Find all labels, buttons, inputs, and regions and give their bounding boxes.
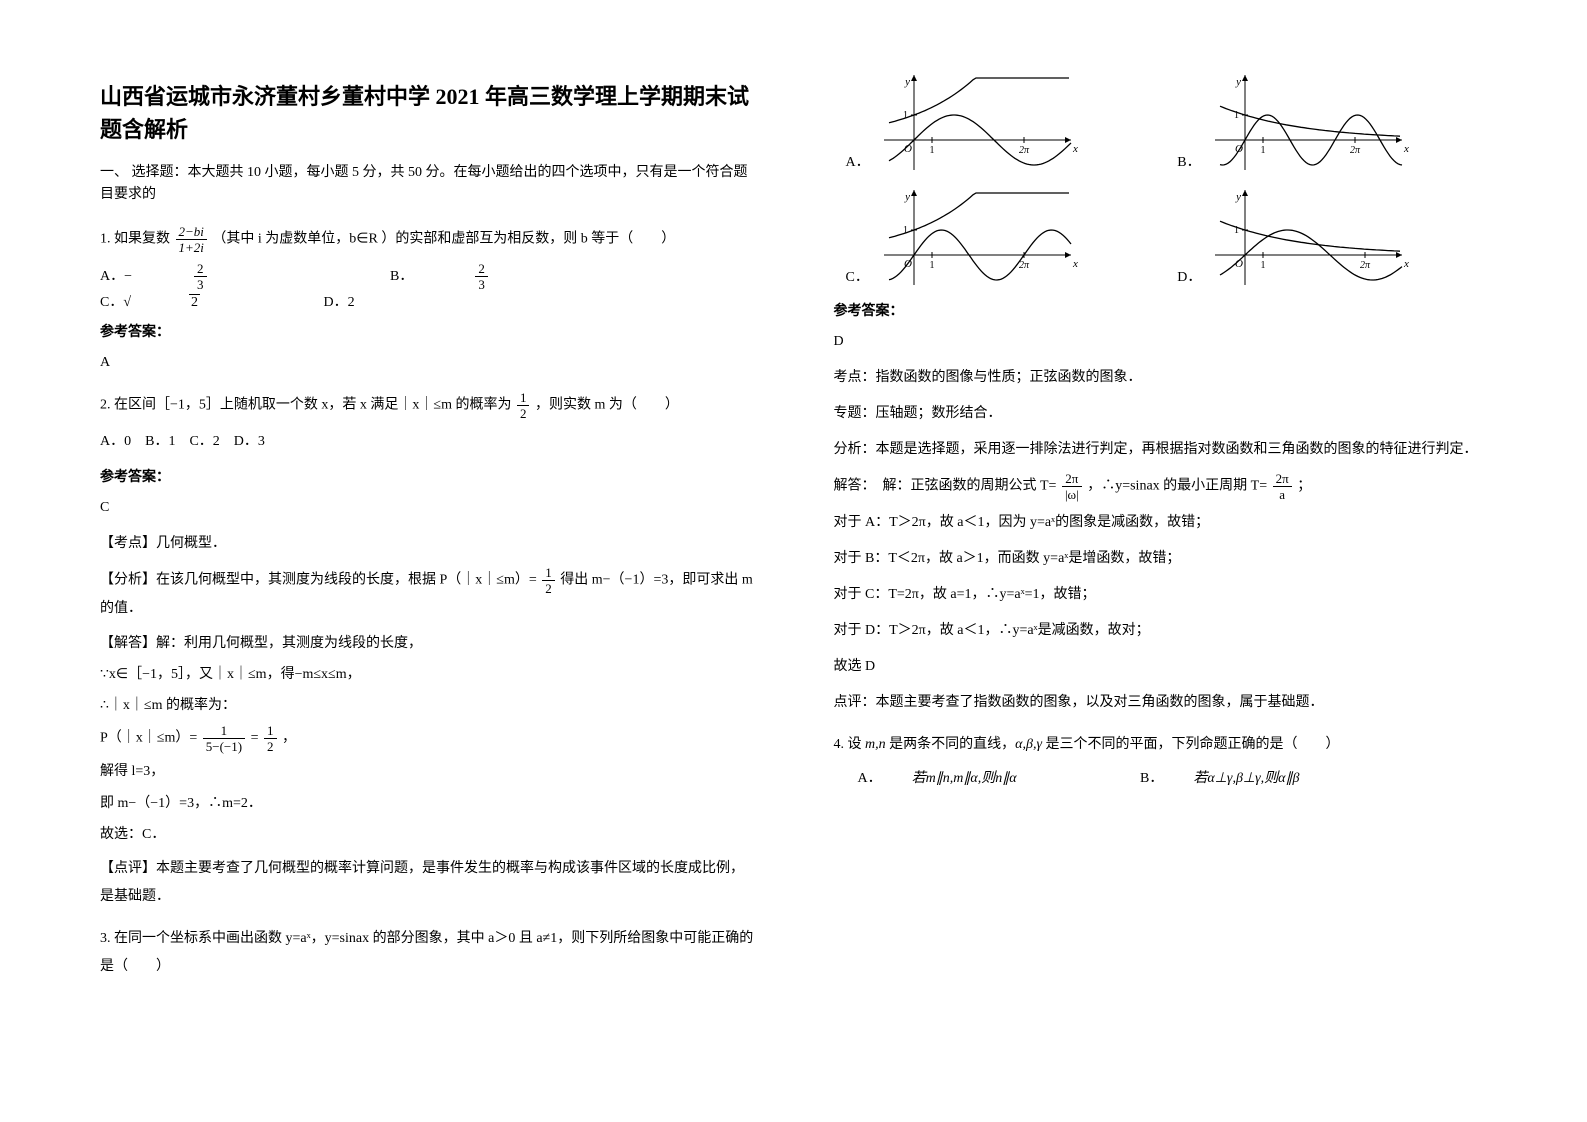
graph-d-svg: yxO112π <box>1205 185 1410 290</box>
svg-text:x: x <box>1403 258 1409 270</box>
svg-text:y: y <box>904 76 910 88</box>
graph-d-label: D． <box>1177 266 1201 286</box>
graph-a: A． yxO112π <box>874 70 1176 175</box>
q2-jd1: 【解答】解：利用几何概型，其测度为线段的长度， <box>100 631 754 656</box>
svg-text:x: x <box>1403 143 1409 155</box>
q3-answer-label: 参考答案： <box>834 300 1508 320</box>
q2-stem-b: ，则实数 m 为（ ） <box>535 398 679 413</box>
q3-dianping: 点评：本题主要考查了指数函数的图象，以及对三角函数的图象，属于基础题． <box>834 689 1508 717</box>
q3-graphs: A． yxO112π B． yxO112π C． yxO112π D． yxO1… <box>874 70 1508 290</box>
right-column: A． yxO112π B． yxO112π C． yxO112π D． yxO1… <box>794 0 1587 1122</box>
question-4: 4. 设 m,n 是两条不同的直线，α,β,γ 是三个不同的平面，下列命题正确的… <box>834 731 1508 759</box>
left-column: 山西省运城市永济董村乡董村中学 2021 年高三数学理上学期期末试题含解析 一、… <box>0 0 794 1122</box>
svg-text:y: y <box>904 191 910 203</box>
svg-text:1: 1 <box>903 110 908 121</box>
q1-fraction: 2−bi 1+2i <box>176 225 207 254</box>
q1-option-c: C．√2 <box>100 291 260 311</box>
document-title: 山西省运城市永济董村乡董村中学 2021 年高三数学理上学期期末试题含解析 <box>100 80 754 146</box>
q3-zhuanti: 专题：压轴题；数形结合． <box>834 400 1508 428</box>
q2-options: A．0 B．1 C．2 D．3 <box>100 428 754 456</box>
graph-c: C． yxO112π <box>874 185 1176 290</box>
svg-text:1: 1 <box>1261 260 1266 271</box>
graph-d: D． yxO112π <box>1205 185 1507 290</box>
svg-text:1: 1 <box>1261 145 1266 156</box>
q3-jd2: 对于 A：T＞2π，故 a＜1，因为 y=aˣ的图象是减函数，故错； <box>834 509 1508 537</box>
q1-options: A．−23 B．23 C．√2 D．2 <box>100 262 754 311</box>
svg-text:y: y <box>1235 191 1241 203</box>
q3-kaodian: 考点：指数函数的图像与性质；正弦函数的图象． <box>834 364 1508 392</box>
q1-answer: A <box>100 349 754 377</box>
q1-option-b: B．23 <box>390 262 608 291</box>
q3-jd3: 对于 B：T＜2π，故 a＞1，而函数 y=aˣ是增函数，故错； <box>834 545 1508 573</box>
q2-jd6: 即 m−（−1）=3，∴m=2． <box>100 791 754 816</box>
graph-b: B． yxO112π <box>1205 70 1507 175</box>
q2-jd7: 故选：C． <box>100 822 754 847</box>
svg-text:2π: 2π <box>1018 145 1029 156</box>
q2-jd5: 解得 l=3， <box>100 759 754 784</box>
graph-b-label: B． <box>1177 151 1200 171</box>
q3-jd6: 故选 D <box>834 653 1508 681</box>
q2-answer: C <box>100 494 754 522</box>
graph-a-label: A． <box>846 151 870 171</box>
section-1-heading: 一、 选择题：本大题共 10 小题，每小题 5 分，共 50 分。在每小题给出的… <box>100 162 754 207</box>
q3-jd4: 对于 C：T=2π，故 a=1，∴y=aˣ=1，故错； <box>834 581 1508 609</box>
q3-jd1: 解答： 解：正弦函数的周期公式 T= 2π|ω| ，∴y=sinax 的最小正周… <box>834 472 1508 501</box>
q1-option-d: D．2 <box>324 291 355 311</box>
q1-stem-a: 1. 如果复数 <box>100 232 170 247</box>
graph-c-label: C． <box>846 266 869 286</box>
q2-stem-a: 2. 在区间［−1，5］上随机取一个数 x，若 x 满足｜x｜≤m 的概率为 <box>100 398 511 413</box>
q4-option-a: A．若m∥n,m∥α,则n∥α <box>858 767 1047 787</box>
q4-option-b: B．若α⊥γ,β⊥γ,则α∥β <box>1140 767 1329 787</box>
q3-jd5: 对于 D：T＞2π，故 a＜1，∴y=aˣ是减函数，故对； <box>834 617 1508 645</box>
q1-stem-b: （其中 i 为虚数单位，b∈R ）的实部和虚部互为相反数，则 b 等于（ ） <box>212 232 675 247</box>
q2-dianping: 【点评】本题主要考查了几何概型的概率计算问题，是事件发生的概率与构成该事件区域的… <box>100 855 754 911</box>
question-2: 2. 在区间［−1，5］上随机取一个数 x，若 x 满足｜x｜≤m 的概率为 1… <box>100 391 754 420</box>
svg-text:y: y <box>1235 76 1241 88</box>
q2-fraction: 1 2 <box>517 391 530 420</box>
question-3-stem: 3. 在同一个坐标系中画出函数 y=aˣ，y=sinax 的部分图象，其中 a＞… <box>100 925 754 981</box>
question-1: 1. 如果复数 2−bi 1+2i （其中 i 为虚数单位，b∈R ）的实部和虚… <box>100 225 754 254</box>
q1-option-a: A．−23 <box>100 262 327 291</box>
svg-text:1: 1 <box>903 225 908 236</box>
q2-jd2: ∵x∈［−1，5］，又｜x｜≤m，得−m≤x≤m， <box>100 662 754 687</box>
q2-jd3: ∴｜x｜≤m 的概率为： <box>100 693 754 718</box>
q4-options: A．若m∥n,m∥α,则n∥α B．若α⊥γ,β⊥γ,则α∥β <box>834 767 1508 787</box>
graph-b-svg: yxO112π <box>1205 70 1410 175</box>
svg-text:x: x <box>1072 258 1078 270</box>
graph-a-svg: yxO112π <box>874 70 1079 175</box>
q2-answer-label: 参考答案： <box>100 466 754 486</box>
svg-text:2π: 2π <box>1018 260 1029 271</box>
svg-text:1: 1 <box>929 260 934 271</box>
q1-answer-label: 参考答案： <box>100 321 754 341</box>
q3-fenxi: 分析：本题是选择题，采用逐一排除法进行判定，再根据指对数函数和三角函数的图象的特… <box>834 436 1508 464</box>
q3-answer: D <box>834 328 1508 356</box>
svg-text:x: x <box>1072 143 1078 155</box>
svg-text:2π: 2π <box>1350 145 1361 156</box>
q2-jd4: P（｜x｜≤m）= 15−(−1) = 12 ， <box>100 724 754 753</box>
svg-text:2π: 2π <box>1360 260 1371 271</box>
q2-kaodian: 【考点】几何概型． <box>100 530 754 558</box>
graph-c-svg: yxO112π <box>874 185 1079 290</box>
q2-fenxi: 【分析】在该几何概型中，其测度为线段的长度，根据 P（｜x｜≤m）= 12 得出… <box>100 566 754 623</box>
svg-text:1: 1 <box>929 145 934 156</box>
